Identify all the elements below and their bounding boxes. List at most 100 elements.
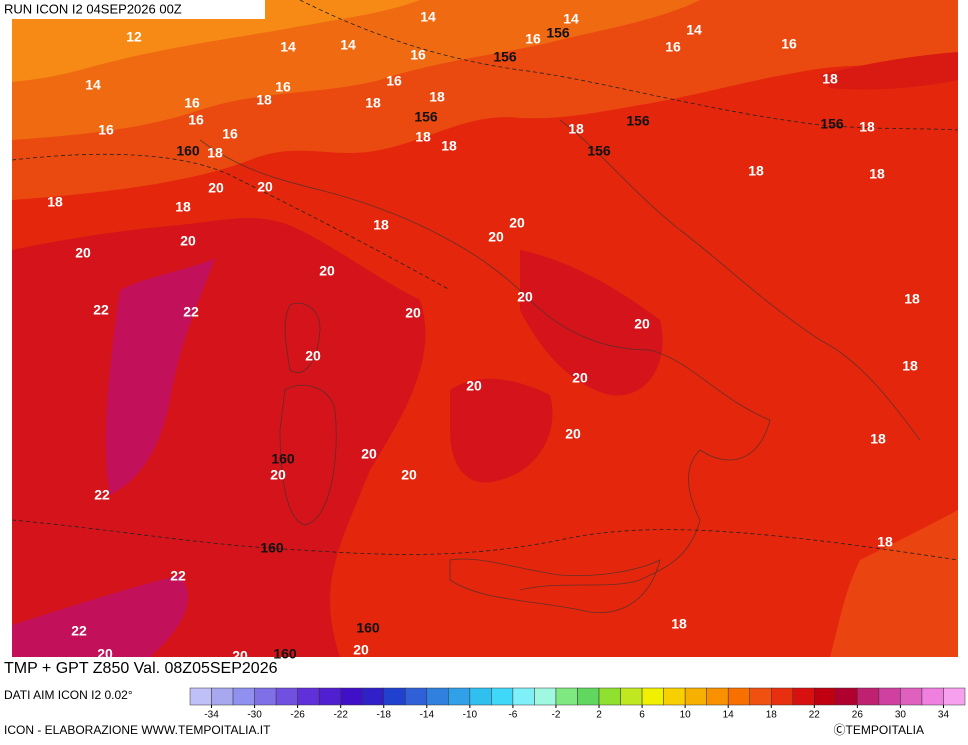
legend-swatch [857,687,880,706]
contour-label: 20 [97,646,113,662]
tick-label: 34 [938,710,950,721]
contour-label: 14 [340,37,356,53]
geopotential-contours [11,0,959,561]
tick-label: 30 [895,710,907,721]
coast-corsica [284,302,321,373]
contour-label: 14 [85,77,101,93]
contour-label: 22 [71,623,87,639]
contour-label: 156 [546,25,570,41]
contour-label: 16 [410,47,426,63]
contour-label: 18 [859,119,875,135]
header-box [0,0,265,19]
contour-label: 16 [275,79,291,95]
legend-swatch [211,687,234,706]
legend-swatch [448,687,471,706]
tick-label: 26 [852,710,864,721]
contour-label: 14 [280,39,296,55]
legend-swatch [534,687,557,706]
contour-label: 20 [565,426,581,442]
credit: ICON - ELABORAZIONE WWW.TEMPOITALIA.IT [4,723,271,737]
field-18-20-east [820,52,958,90]
contour-label: 22 [170,568,186,584]
contour-label: 160 [271,451,295,467]
contour-label: 20 [509,215,525,231]
field-20-22-south [450,378,553,483]
contour-label: 20 [270,467,286,483]
contour-label: 20 [208,180,224,196]
contour-label: 12 [126,29,142,45]
contour-label: 18 [902,358,918,374]
legend-swatch [297,687,320,706]
contour-label: 160 [176,143,200,159]
legend-swatch [878,687,901,706]
legend-swatch [491,687,514,706]
coast-sardinia [279,384,337,526]
legend-swatch [426,687,449,706]
contour-label: 18 [869,166,885,182]
field-22-24-south [12,575,189,657]
contour-label: 16 [188,112,204,128]
tick-label: 22 [809,710,821,721]
contour-label: 14 [563,11,579,27]
legend-swatch [598,687,621,706]
contour-label: 20 [319,263,335,279]
contour-label: 18 [373,217,389,233]
tick-label: -18 [377,710,392,721]
contour [11,153,451,291]
legend-swatch [318,687,341,706]
contour-label: 20 [488,229,504,245]
run-label: RUN ICON I2 04SEP2026 00Z [4,1,182,16]
contour-label: 20 [401,467,417,483]
copyright: ⒸTEMPOITALIA [834,723,924,737]
contour-label: 16 [665,39,681,55]
field-12-14 [12,0,420,82]
contour-label: 20 [180,233,196,249]
coast-sicily [449,558,661,613]
contour-label: 20 [405,305,421,321]
legend-swatch [340,687,363,706]
contour-label: 22 [183,304,199,320]
field-16-18-se [830,510,958,657]
contour-label: 20 [305,348,321,364]
legend-swatch [771,687,794,706]
legend-swatch [943,687,966,706]
legend-swatch [254,687,277,706]
data-source: DATI AIM ICON I2 0.02° [4,688,133,702]
contour-label: 156 [493,49,517,65]
contour-label: 18 [877,534,893,550]
contour-label: 14 [686,22,702,38]
contour-label: 160 [356,620,380,636]
legend-swatch [189,687,212,706]
contour-label: 20 [257,179,273,195]
contour-label: 16 [781,36,797,52]
colorbar: -34 -30 -26 -22 -18 -14 -10 -6 -2 2 6 10 14 18 22 26 30 3… [189,687,966,721]
legend-swatch [232,687,255,706]
contour-label: 16 [98,122,114,138]
tick-label: 18 [766,710,778,721]
contour-label: 156 [414,109,438,125]
title-box [0,657,413,683]
contour-label: 18 [365,95,381,111]
coast-italy [199,139,771,591]
contour-label: 18 [568,121,584,137]
tick-label: 14 [723,710,735,721]
map-title: TMP + GPT Z850 Val. 08Z05SEP2026 [4,660,278,677]
tick-label: -22 [333,710,348,721]
contour-label: 18 [671,616,687,632]
legend-swatch [684,687,707,706]
contour-label: 18 [441,138,457,154]
contour-label: 20 [75,245,91,261]
legend-swatch [555,687,578,706]
legend-swatch [792,687,815,706]
contour-label: 18 [748,163,764,179]
legend-swatch [900,687,923,706]
legend-swatch [620,687,643,706]
contour-label: 16 [184,95,200,111]
legend-swatch [706,687,729,706]
legend-swatch [835,687,858,706]
contour-label: 156 [820,116,844,132]
contour-label: 18 [207,145,223,161]
contour-label: 18 [870,431,886,447]
tick-label: 6 [639,710,645,721]
